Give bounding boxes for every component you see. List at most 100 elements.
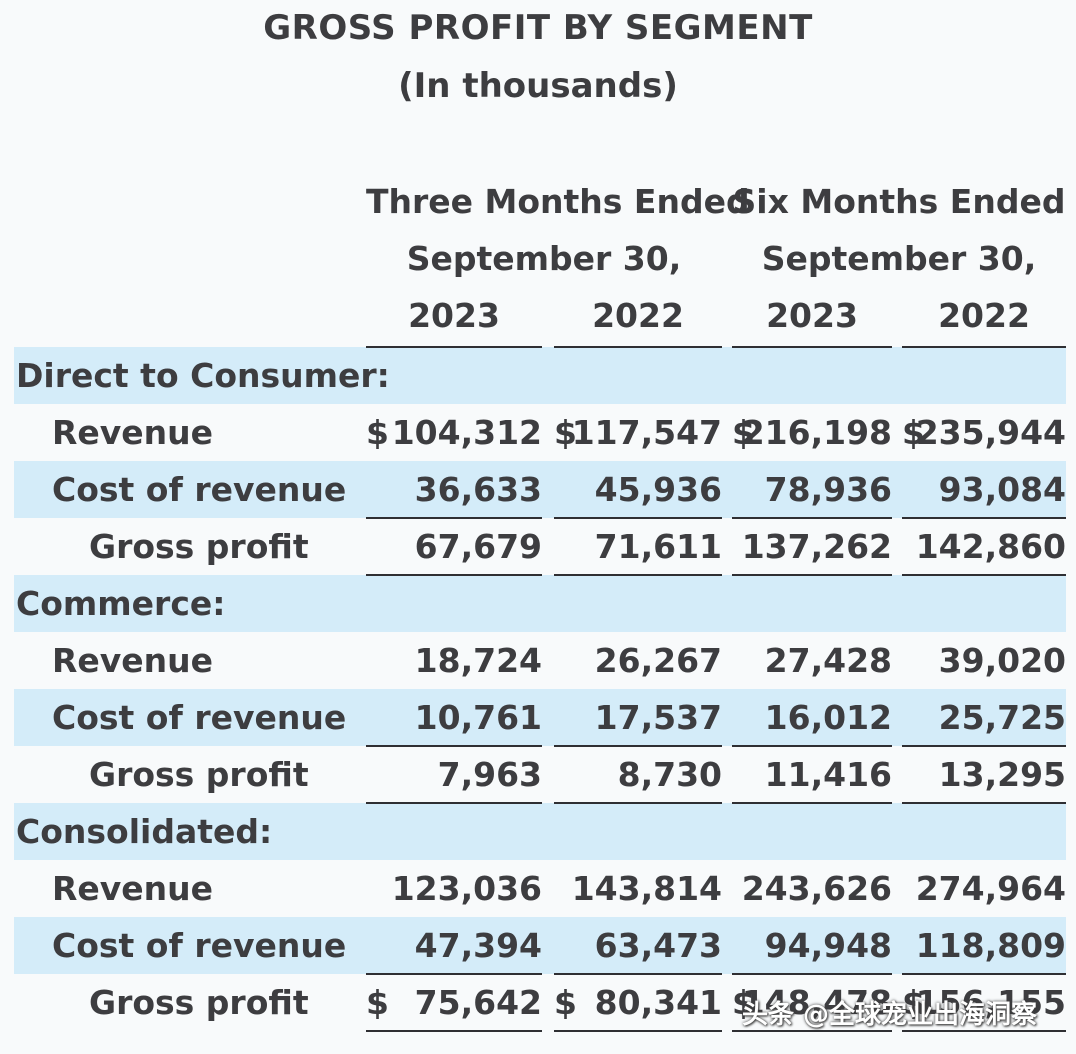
value-number: 274,964 [915,869,1066,908]
value-cell: 45,936 [554,461,722,518]
value-cell: 26,267 [554,632,722,689]
value-number: 18,724 [414,641,542,680]
page-subtitle: (In thousands) [398,66,678,106]
value-number: 104,312 [391,413,542,452]
header-three-months: Three Months Ended [366,182,750,221]
value-cell: 13,295 [902,746,1066,803]
value-number: 235,944 [915,413,1066,452]
value-number: 71,611 [594,527,722,566]
header-year-col2: 2022 [592,296,684,335]
section-label: Direct to Consumer: [16,356,390,395]
value-cell: 18,724 [366,632,542,689]
value-number: 75,642 [414,983,542,1022]
underline-rule [554,574,722,576]
underline-rule [902,574,1066,576]
header-six-months: Six Months Ended [732,182,1066,221]
value-number: 13,295 [938,755,1066,794]
value-number: 117,547 [571,413,722,452]
value-number: 39,020 [938,641,1066,680]
value-cell: 8,730 [554,746,722,803]
row-label: Revenue [52,413,214,452]
header-date-three: September 30, [406,239,682,278]
value-cell: 78,936 [732,461,892,518]
value-number: 93,084 [938,470,1066,509]
underline-rule [554,517,722,519]
value-cell: 93,084 [902,461,1066,518]
value-cell: 16,012 [732,689,892,746]
section-label: Consolidated: [16,812,273,851]
value-cell: $216,198 [732,404,892,461]
value-cell: 39,020 [902,632,1066,689]
underline-rule [732,346,892,348]
table-row: Cost of revenue 10,761 17,537 16,012 25,725 [14,689,1066,746]
underline-rule [366,802,542,804]
value-cell: 142,860 [902,518,1066,575]
underline-rule [366,574,542,576]
value-cell: 118,809 [902,917,1066,974]
underline-rule [366,745,542,747]
value-number: 7,963 [437,755,542,794]
value-number: 8,730 [617,755,722,794]
value-number: 123,036 [391,869,542,908]
value-cell: 10,761 [366,689,542,746]
value-number: 17,537 [594,698,722,737]
value-cell: 36,633 [366,461,542,518]
currency-symbol: $ [554,413,577,452]
value-number: 243,626 [741,869,892,908]
page-title: GROSS PROFIT BY SEGMENT [263,8,813,48]
table-row: Revenue 123,036 143,814 243,626 274,964 [14,860,1066,917]
value-cell: 47,394 [366,917,542,974]
table-row: Revenue $104,312 $117,547 $216,198 $235,944 [14,404,1066,461]
underline-rule [732,745,892,747]
value-cell: $235,944 [902,404,1066,461]
value-cell: 123,036 [366,860,542,917]
underline-rule [902,745,1066,747]
value-number: 143,814 [571,869,722,908]
value-cell: 27,428 [732,632,892,689]
value-cell: 11,416 [732,746,892,803]
section-row: Consolidated: [14,803,1066,860]
value-number: 45,936 [594,470,722,509]
currency-symbol: $ [366,983,389,1022]
value-cell: 25,725 [902,689,1066,746]
table-row: Cost of revenue 36,633 45,936 78,936 93,084 [14,461,1066,518]
header-year-col3: 2023 [766,296,858,335]
value-cell: $148,478 [732,974,892,1031]
value-cell: 63,473 [554,917,722,974]
value-number: 137,262 [741,527,892,566]
watermark: 头条 @全球宠业出海洞察 [742,1000,1038,1030]
value-number: 94,948 [764,926,892,965]
currency-symbol: $ [902,983,925,1022]
underline-rule [902,802,1066,804]
underline-rule [554,802,722,804]
table-row: Gross profit 67,679 71,611 137,262 142,860 [14,518,1066,575]
value-number: 67,679 [414,527,542,566]
value-cell: 243,626 [732,860,892,917]
underline-rule [366,346,542,348]
value-number: 11,416 [764,755,892,794]
value-number: 47,394 [414,926,542,965]
row-label: Cost of revenue [52,926,347,965]
row-label: Revenue [52,641,214,680]
value-number: 63,473 [594,926,722,965]
row-label: Revenue [52,869,214,908]
section-row: Direct to Consumer: [14,347,1066,404]
value-cell: 274,964 [902,860,1066,917]
header-year-col4: 2022 [938,296,1030,335]
underline-rule [732,973,892,975]
row-label: Cost of revenue [52,698,347,737]
value-number: 216,198 [741,413,892,452]
underline-rule [554,1030,722,1032]
value-cell: 143,814 [554,860,722,917]
underline-rule [554,346,722,348]
row-label: Cost of revenue [52,470,347,509]
value-number: 36,633 [414,470,542,509]
value-cell: 94,948 [732,917,892,974]
value-number: 78,936 [764,470,892,509]
value-number: 118,809 [915,926,1066,965]
underline-rule [366,1030,542,1032]
section-label: Commerce: [16,584,226,623]
header-year-col1: 2023 [408,296,500,335]
value-cell: $156,155 [902,974,1066,1031]
value-number: 142,860 [915,527,1066,566]
